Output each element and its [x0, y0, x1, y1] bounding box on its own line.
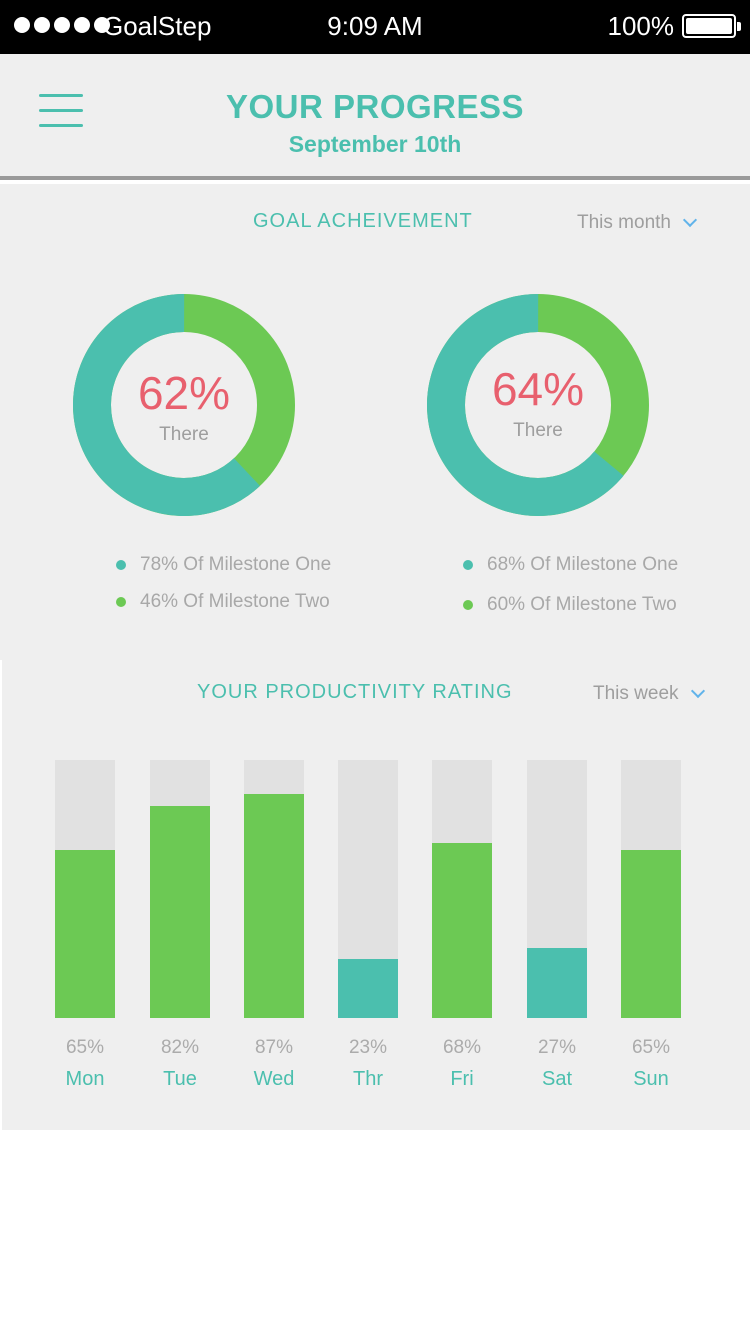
bar-day-label: Mon	[65, 1068, 105, 1090]
legend-item: 46% Of Milestone Two	[116, 591, 330, 613]
bar-track	[338, 760, 398, 1018]
bar-fill	[55, 850, 115, 1018]
bar-value-label: 27%	[537, 1037, 577, 1058]
donut-ring	[73, 294, 295, 516]
bar-day-label: Tue	[163, 1068, 197, 1090]
legend-item: 68% Of Milestone One	[463, 554, 678, 576]
bar-value-label: 65%	[65, 1037, 105, 1058]
bar-track	[55, 760, 115, 1018]
productivity-period-label: This week	[593, 683, 679, 704]
bar-value-label: 82%	[160, 1037, 200, 1058]
donut-percent: 62%	[137, 367, 231, 419]
header: YOUR PROGRESS September 10th	[0, 54, 750, 180]
battery-percent: 100%	[607, 11, 675, 41]
legend-dot-green	[116, 597, 126, 607]
donut-percent: 64%	[491, 363, 585, 415]
bar-day-label: Wed	[253, 1068, 295, 1090]
chevron-down-icon	[682, 212, 698, 228]
legend-label: 68% Of Milestone One	[487, 554, 679, 575]
goal-achievement-section: GOAL ACHEIVEMENT This month 62% There 64…	[0, 184, 750, 660]
goal-donut-chart-1: 62% There	[69, 290, 299, 520]
page-date: September 10th	[288, 131, 462, 157]
goal-period-dropdown[interactable]: This month	[577, 212, 698, 234]
bar-track	[621, 760, 681, 1018]
bar-fill	[244, 793, 304, 1018]
carrier-name: GoalStep	[103, 11, 212, 41]
status-bar: GoalStep 9:09 AM 100%	[0, 0, 750, 54]
bar-track	[527, 760, 587, 1018]
legend-label: 46% Of Milestone Two	[140, 591, 330, 612]
legend-dot-teal	[116, 560, 126, 570]
bar-value-label: 65%	[631, 1037, 671, 1058]
hamburger-menu-icon[interactable]	[39, 94, 83, 128]
bar-value-label: 68%	[442, 1037, 482, 1058]
bar-day-label: Sat	[541, 1068, 573, 1090]
page-title: YOUR PROGRESS	[225, 88, 525, 125]
goal-achievement-title: GOAL ACHEIVEMENT	[253, 210, 473, 232]
donut-sublabel: There	[159, 424, 209, 445]
bar-value-label: 23%	[348, 1037, 388, 1058]
goal-period-label: This month	[577, 212, 671, 233]
chevron-down-icon	[690, 683, 705, 699]
bar-track	[244, 760, 304, 1018]
bar-track	[150, 760, 210, 1018]
bar-value-label: 87%	[254, 1037, 294, 1058]
legend-dot-teal	[463, 560, 473, 570]
bar-day-label: Fri	[450, 1068, 474, 1090]
bar-fill	[527, 948, 587, 1018]
battery-icon	[682, 14, 741, 38]
bar-day-label: Sun	[633, 1068, 669, 1090]
bar-fill	[621, 850, 681, 1018]
productivity-period-dropdown[interactable]: This week	[593, 683, 705, 705]
productivity-title: YOUR PRODUCTIVITY RATING	[197, 681, 513, 703]
bar-fill	[432, 842, 492, 1018]
bar-fill	[150, 806, 210, 1018]
legend-label: 60% Of Milestone Two	[487, 594, 677, 615]
bar-day-label: Thr	[353, 1068, 383, 1090]
legend-dot-green	[463, 600, 473, 610]
bar-track	[432, 760, 492, 1018]
productivity-section: YOUR PRODUCTIVITY RATING This week 65% M…	[2, 660, 750, 1130]
bar-fill	[338, 958, 398, 1018]
donut-sublabel: There	[513, 420, 563, 441]
donut-ring	[427, 294, 649, 516]
legend-item: 78% Of Milestone One	[116, 554, 331, 576]
goal-donut-chart-2: 64% There	[423, 290, 653, 520]
legend-label: 78% Of Milestone One	[140, 554, 332, 575]
signal-strength-icon	[14, 17, 110, 33]
legend-item: 60% Of Milestone Two	[463, 594, 677, 616]
